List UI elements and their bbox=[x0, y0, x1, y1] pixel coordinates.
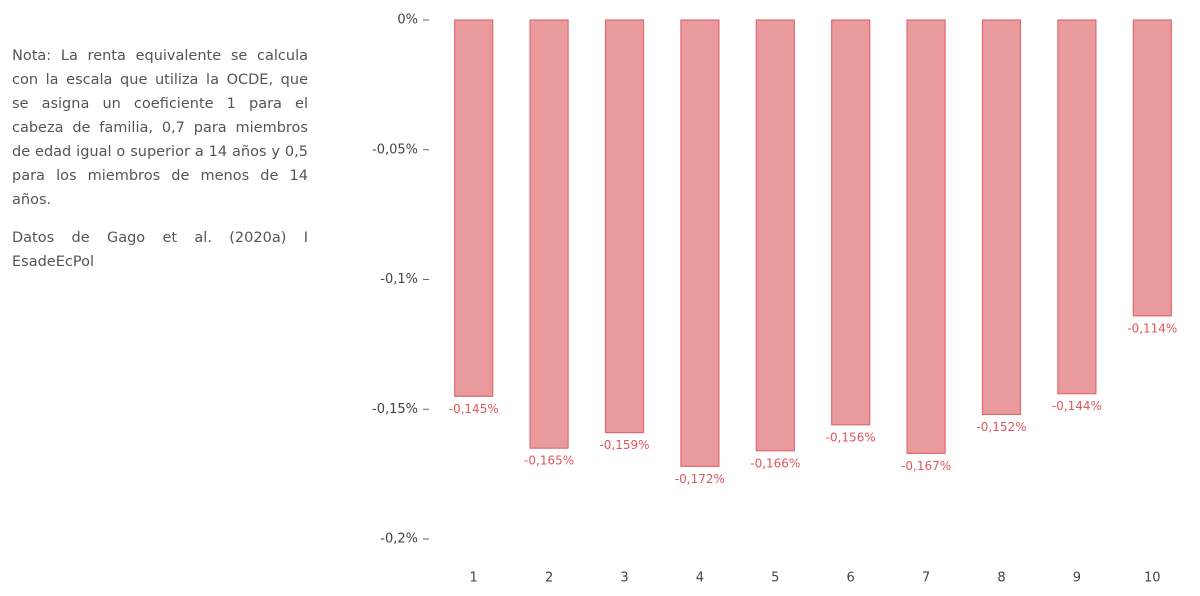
bar bbox=[981, 19, 1022, 416]
y-tick-label: -0,05% bbox=[372, 142, 418, 157]
value-label: -0,152% bbox=[976, 420, 1026, 434]
x-tick-label: 5 bbox=[771, 571, 779, 586]
x-tick-label: 7 bbox=[922, 571, 930, 586]
bar bbox=[454, 19, 494, 397]
bar bbox=[680, 19, 720, 467]
bar bbox=[1132, 19, 1172, 317]
note: Nota: La renta equivalente se calcula co… bbox=[12, 48, 308, 208]
x-tick-label: 10 bbox=[1144, 571, 1161, 586]
value-label: -0,114% bbox=[1127, 321, 1177, 335]
x-tick-label: 6 bbox=[847, 571, 855, 586]
x-tick-label: 3 bbox=[620, 571, 628, 586]
bar bbox=[755, 19, 795, 452]
value-label: -0,144% bbox=[1052, 399, 1102, 413]
value-label: -0,172% bbox=[675, 472, 725, 486]
value-label: -0,166% bbox=[750, 456, 800, 470]
value-label: -0,165% bbox=[524, 454, 574, 468]
x-tick-label: 2 bbox=[545, 571, 553, 586]
value-label: -0,167% bbox=[901, 459, 951, 473]
bar bbox=[604, 19, 645, 434]
x-tick-label: 9 bbox=[1073, 571, 1081, 586]
bar bbox=[831, 19, 871, 426]
value-label: -0,156% bbox=[826, 430, 876, 444]
y-tick-label: -0,1% bbox=[380, 272, 418, 287]
source: Datos de Gago et al. (2020a) I EsadeEcPo… bbox=[12, 230, 308, 270]
bar bbox=[906, 19, 946, 454]
value-label: -0,145% bbox=[449, 402, 499, 416]
y-tick-label: 0% bbox=[397, 13, 418, 28]
y-tick-label: -0,2% bbox=[380, 532, 418, 547]
x-tick-label: 1 bbox=[470, 571, 478, 586]
note-block: Nota: La renta equivalente se calcula co… bbox=[12, 44, 308, 288]
bar bbox=[1057, 19, 1097, 395]
x-tick-label: 8 bbox=[997, 571, 1005, 586]
value-label: -0,159% bbox=[599, 438, 649, 452]
y-tick-label: -0,15% bbox=[372, 402, 418, 417]
bar bbox=[529, 19, 569, 449]
x-tick-label: 4 bbox=[696, 571, 704, 586]
